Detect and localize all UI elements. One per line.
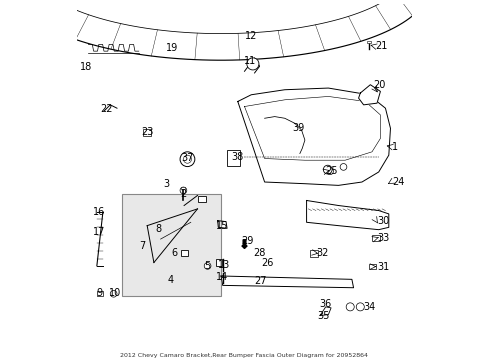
Polygon shape — [306, 201, 388, 230]
Text: 5: 5 — [204, 261, 210, 271]
Text: 19: 19 — [166, 43, 178, 53]
Text: 3: 3 — [163, 179, 169, 189]
Text: 2012 Chevy Camaro Bracket,Rear Bumper Fascia Outer Diagram for 20952864: 2012 Chevy Camaro Bracket,Rear Bumper Fa… — [120, 353, 368, 358]
Text: 29: 29 — [241, 236, 254, 246]
Text: 30: 30 — [376, 216, 388, 226]
Text: 6: 6 — [171, 248, 177, 258]
Bar — [226, 150, 240, 166]
Text: 24: 24 — [391, 177, 404, 187]
Text: 16: 16 — [93, 207, 105, 217]
Text: 11: 11 — [244, 56, 256, 66]
Bar — [368, 264, 375, 269]
Bar — [216, 259, 222, 266]
Text: 26: 26 — [260, 258, 273, 268]
Text: 2: 2 — [180, 189, 186, 199]
Text: 4: 4 — [167, 275, 173, 285]
Circle shape — [340, 163, 346, 170]
Bar — [181, 187, 184, 189]
Text: 33: 33 — [376, 233, 388, 243]
Text: 23: 23 — [141, 127, 153, 137]
Bar — [143, 129, 150, 136]
Circle shape — [346, 303, 353, 311]
Text: 18: 18 — [80, 62, 92, 72]
Text: 1: 1 — [391, 142, 397, 152]
Text: 36: 36 — [318, 298, 330, 309]
Text: 7: 7 — [139, 242, 145, 251]
Text: 34: 34 — [363, 302, 375, 312]
Text: 8: 8 — [156, 224, 162, 234]
Text: 22: 22 — [100, 104, 112, 114]
Text: 21: 21 — [375, 41, 387, 51]
Bar — [309, 251, 318, 257]
Text: 12: 12 — [244, 31, 257, 41]
Text: 32: 32 — [316, 248, 328, 258]
Circle shape — [180, 187, 186, 194]
Text: 13: 13 — [218, 260, 230, 270]
Bar — [97, 291, 102, 296]
Circle shape — [204, 262, 210, 269]
Text: 28: 28 — [253, 248, 265, 258]
Text: 39: 39 — [291, 123, 304, 133]
Text: 17: 17 — [93, 228, 105, 237]
Bar — [197, 196, 205, 202]
Text: 37: 37 — [181, 153, 193, 163]
Text: 10: 10 — [108, 288, 121, 298]
Bar — [366, 41, 370, 43]
Bar — [122, 194, 221, 296]
Text: 9: 9 — [96, 288, 102, 298]
Text: 27: 27 — [254, 276, 266, 286]
Text: 15: 15 — [215, 221, 227, 231]
Bar — [181, 251, 188, 256]
Polygon shape — [221, 276, 353, 288]
FancyArrow shape — [242, 240, 246, 248]
Text: 20: 20 — [372, 80, 385, 90]
Circle shape — [326, 168, 333, 175]
Circle shape — [110, 291, 117, 297]
Text: 35: 35 — [317, 311, 329, 321]
Polygon shape — [358, 85, 380, 105]
Bar — [371, 235, 380, 241]
Text: 14: 14 — [215, 272, 227, 282]
Circle shape — [180, 152, 194, 167]
Text: 25: 25 — [325, 166, 337, 176]
Text: 31: 31 — [376, 262, 388, 271]
Circle shape — [356, 303, 364, 311]
Circle shape — [246, 58, 259, 70]
Text: 38: 38 — [231, 152, 244, 162]
Circle shape — [323, 165, 331, 174]
